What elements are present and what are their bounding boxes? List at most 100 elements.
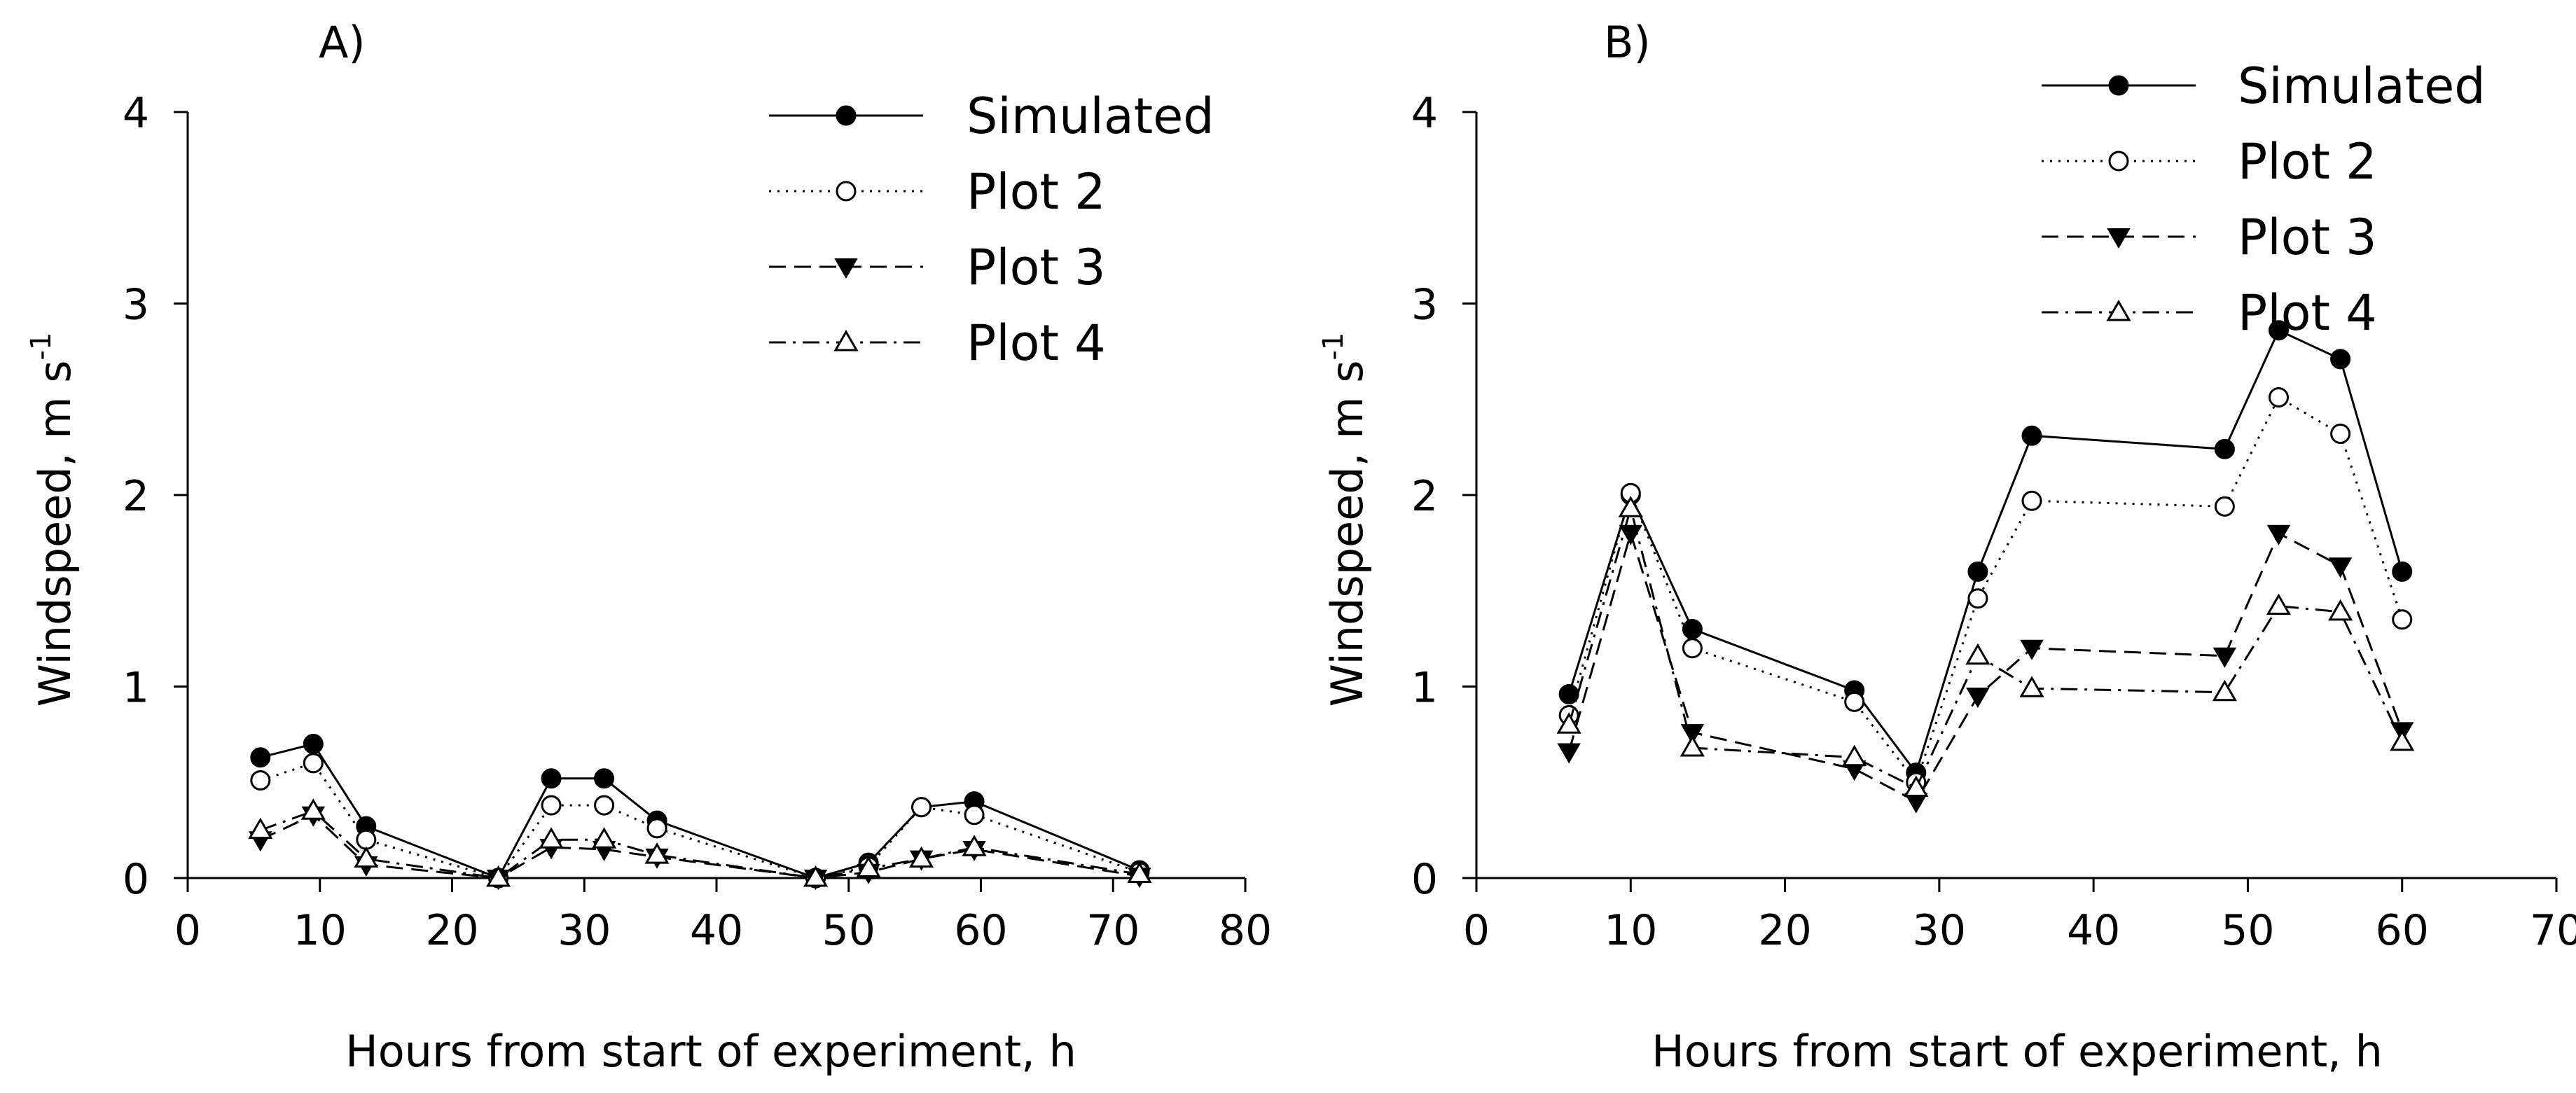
data-point-b-4 (2019, 676, 2044, 697)
data-point-b-4 (1842, 744, 1867, 767)
x-tick-label-b: 10 (1604, 906, 1657, 955)
data-point-b-3 (2020, 639, 2044, 660)
data-point-a-4 (856, 856, 881, 877)
data-point-a-1 (541, 768, 562, 789)
legend-marker-a-4 (833, 329, 859, 351)
legend-label-b-4: Plot 4 (2238, 284, 2377, 342)
data-point-a-4 (908, 846, 934, 868)
x-tick-label-a: 80 (1219, 906, 1272, 955)
data-point-b-3 (2266, 524, 2291, 545)
data-point-a-2 (303, 753, 324, 774)
legend-marker-a-2 (836, 181, 857, 202)
y-tick-label-b: 4 (1411, 89, 1438, 138)
y-axis-label-b-sup: -1 (1317, 333, 1350, 361)
panel-title-b: B) (1604, 17, 1651, 68)
data-point-b-1 (2214, 438, 2235, 459)
x-tick-label-b: 30 (1913, 906, 1966, 955)
data-point-a-4 (803, 865, 829, 887)
x-tick-label-a: 0 (174, 906, 201, 955)
data-point-b-4 (1556, 712, 1581, 734)
data-point-a-1 (303, 734, 324, 755)
legend-label-a-2: Plot 2 (967, 163, 1106, 221)
y-axis-label-b-main: Windspeed, m s (1322, 360, 1373, 706)
data-point-a-4 (248, 817, 273, 840)
data-point-a-4 (354, 846, 379, 868)
data-point-b-3 (2213, 647, 2237, 668)
data-point-b-2 (2330, 423, 2351, 444)
data-point-b-4 (1965, 643, 1990, 665)
x-tick-label-b: 20 (1758, 906, 1811, 955)
series-b-4 (1556, 496, 2415, 797)
x-axis-label-a: Hours from start of experiment, h (345, 1026, 1076, 1077)
x-tick-label-a: 70 (1086, 906, 1140, 955)
legend-marker-a-3 (834, 258, 858, 279)
axes-b: 0 10 20 30 40 50 60 70 0 1 2 3 4 (1411, 89, 2576, 955)
y-tick-label-b: 3 (1411, 281, 1438, 330)
x-tick-label-b: 70 (2530, 906, 2576, 955)
data-point-b-1 (1682, 618, 1703, 639)
x-tick-label-b: 60 (2376, 906, 2429, 955)
data-point-a-1 (250, 747, 271, 768)
series-line-a-4 (260, 809, 1140, 879)
data-point-a-2 (646, 818, 667, 839)
x-tick-label-a: 50 (822, 906, 875, 955)
data-point-a-2 (964, 805, 985, 826)
data-point-b-2 (2392, 609, 2413, 630)
legend-marker-b-4 (2106, 299, 2131, 321)
data-point-a-2 (911, 797, 932, 818)
x-tick-label-b: 0 (1463, 906, 1490, 955)
data-point-b-2 (1844, 691, 1865, 712)
data-point-a-4 (300, 798, 326, 820)
data-point-b-1 (2268, 320, 2289, 341)
y-tick-label-b: 0 (1411, 855, 1438, 904)
legend-label-a-3: Plot 3 (967, 239, 1106, 296)
y-tick-label-b: 2 (1411, 472, 1438, 521)
y-tick-label-a: 4 (123, 89, 149, 138)
y-axis-label-b: Windspeed, m s-1 (1317, 333, 1373, 707)
y-axis-label-a: Windspeed, m s-1 (25, 333, 81, 707)
data-point-b-1 (1967, 561, 1988, 582)
y-axis-label-a-sup: -1 (25, 333, 57, 361)
y-tick-label-a: 0 (123, 855, 149, 904)
x-tick-label-b: 40 (2067, 906, 2120, 955)
panel-title-a: A) (319, 17, 366, 68)
x-tick-label-b: 50 (2221, 906, 2274, 955)
x-tick-label-a: 60 (954, 906, 1007, 955)
legend-a: Simulated Plot 2 Plot 3 Plot 4 (769, 88, 1214, 372)
x-tick-label-a: 10 (293, 906, 347, 955)
series-a-4 (248, 798, 1152, 887)
series-a (248, 734, 1152, 891)
data-point-b-4 (1680, 735, 1705, 757)
data-point-b-2 (2021, 490, 2042, 511)
data-point-a-2 (356, 829, 377, 850)
data-point-a-4 (591, 827, 617, 849)
data-point-a-4 (485, 865, 511, 887)
y-tick-label-a: 1 (123, 664, 149, 713)
data-point-a-4 (1127, 861, 1152, 884)
data-point-b-3 (1557, 743, 1581, 764)
data-point-b-3 (1966, 688, 1990, 709)
y-tick-label-a: 2 (123, 472, 149, 521)
legend-label-b-3: Plot 3 (2238, 209, 2377, 266)
legend-marker-b-1 (2108, 75, 2129, 96)
legend-label-a-1: Simulated (967, 88, 1214, 145)
data-point-a-4 (644, 842, 670, 864)
data-point-b-2 (1682, 638, 1703, 659)
data-point-b-4 (1618, 496, 1643, 517)
x-axis-label-b: Hours from start of experiment, h (1651, 1026, 2383, 1077)
data-point-b-2 (2268, 387, 2289, 408)
legend-b: Simulated Plot 2 Plot 3 Plot 4 (2042, 57, 2486, 342)
legend-label-b-1: Simulated (2238, 57, 2486, 115)
data-point-b-4 (2328, 599, 2353, 621)
x-tick-label-a: 20 (425, 906, 478, 955)
data-point-b-4 (2212, 679, 2237, 702)
data-point-b-4 (1904, 775, 1929, 797)
chart-panel-b: B) 0 10 20 30 40 50 60 70 0 1 2 3 4 Simulated Plot 2 P… (1317, 17, 2576, 1077)
legend-marker-b-2 (2108, 151, 2129, 172)
y-tick-label-a: 3 (123, 281, 149, 330)
data-point-b-4 (2266, 593, 2292, 615)
data-point-a-4 (962, 835, 987, 856)
data-point-b-1 (2330, 349, 2351, 370)
y-axis-label-a-main: Windspeed, m s (29, 360, 81, 706)
x-tick-label-a: 40 (690, 906, 743, 955)
